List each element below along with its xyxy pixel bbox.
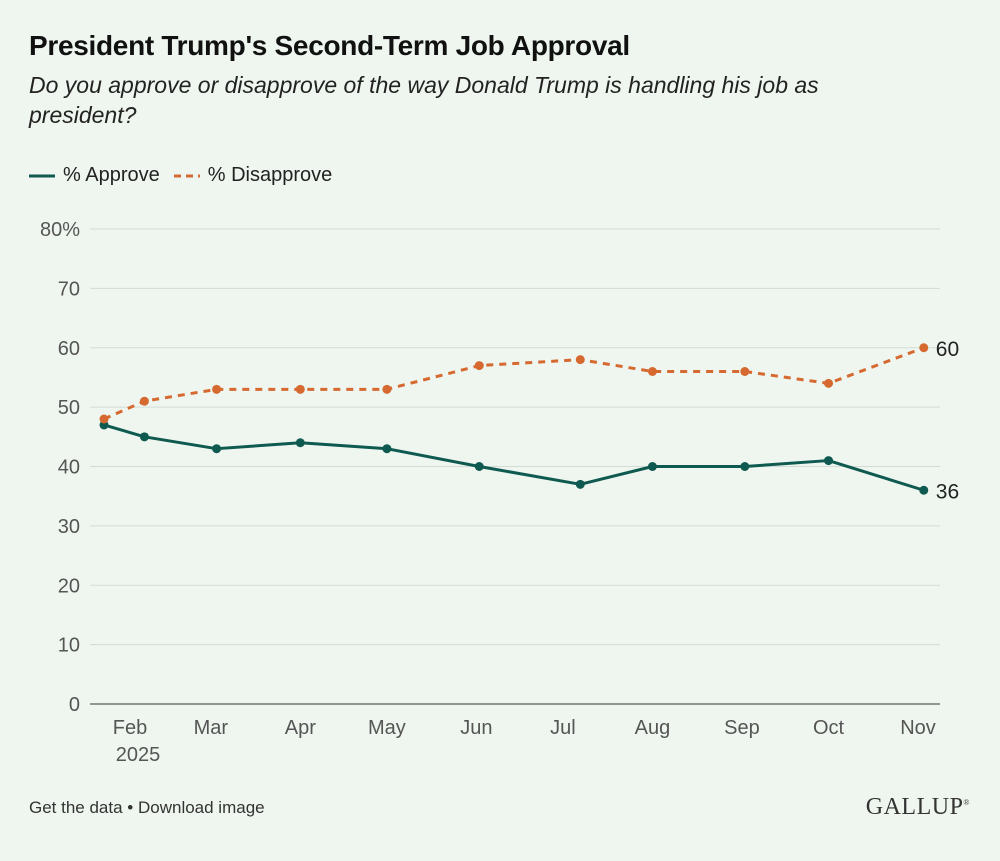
series-line-disapprove [103, 346, 925, 421]
data-point-disapprove [99, 414, 109, 424]
x-tick-label: Nov [900, 717, 936, 739]
x-tick-label: May [368, 717, 406, 739]
x-tick-label: Feb [113, 717, 147, 739]
footer: Get the data • Download image [29, 798, 265, 818]
legend-item-approve: % Approve [29, 164, 160, 187]
x-tick-label: Oct [813, 717, 845, 739]
data-point-approve [575, 479, 585, 489]
get-data-link[interactable]: Get the data [29, 798, 123, 817]
data-point-approve [740, 462, 750, 471]
y-tick-label: 10 [58, 635, 80, 657]
data-point-disapprove [824, 378, 834, 388]
solid-line-icon [29, 174, 55, 177]
data-point-approve [382, 444, 392, 454]
data-point-approve [647, 462, 657, 471]
data-point-disapprove [139, 396, 149, 406]
data-point-approve [824, 456, 834, 466]
x-tick-label: Sep [724, 717, 760, 739]
data-point-approve [139, 432, 149, 442]
legend-label-disapprove: % Disapprove [207, 164, 333, 186]
x-tick-label: Apr [285, 717, 316, 739]
x-tick-label: Aug [635, 717, 671, 739]
download-image-link[interactable]: Download image [137, 798, 265, 817]
x-tick-label: Jun [460, 717, 492, 739]
data-point-disapprove [575, 355, 585, 365]
x-tick-sublabel: 2025 [116, 744, 161, 766]
y-tick-label: 60 [58, 338, 80, 360]
data-point-approve [474, 462, 484, 471]
data-point-approve [212, 444, 222, 454]
end-value-label-approve: 36 [936, 480, 959, 503]
y-tick-label: 70 [58, 278, 80, 300]
x-tick-label: Jul [550, 717, 576, 739]
data-point-disapprove [295, 384, 305, 394]
data-point-disapprove [740, 367, 750, 376]
chart-subtitle: Do you approve or disapprove of the way … [29, 72, 819, 128]
series-line-approve [103, 423, 925, 492]
y-tick-label: 50 [58, 397, 80, 419]
footer-separator: • [122, 798, 138, 817]
y-tick-label: 80% [40, 219, 80, 241]
data-point-disapprove [919, 343, 929, 353]
chart-title: President Trump's Second-Term Job Approv… [29, 30, 630, 61]
end-value-label-disapprove: 60 [936, 338, 959, 361]
legend: % Approve % Disapprove [29, 164, 346, 187]
y-tick-label: 40 [58, 457, 80, 479]
x-tick-label: Mar [194, 717, 229, 739]
legend-label-approve: % Approve [63, 164, 160, 186]
gallup-logo: GALLUP® [865, 794, 970, 820]
data-point-disapprove [382, 384, 392, 394]
legend-item-disapprove: % Disapprove [173, 164, 333, 187]
y-tick-label: 20 [58, 575, 80, 597]
y-tick-label: 0 [69, 694, 80, 716]
data-point-disapprove [212, 384, 222, 394]
data-point-approve [919, 485, 929, 495]
data-point-approve [295, 438, 305, 448]
dashed-line-icon [173, 174, 200, 177]
y-tick-label: 30 [58, 516, 80, 538]
data-point-disapprove [647, 367, 657, 376]
data-point-disapprove [474, 361, 484, 371]
